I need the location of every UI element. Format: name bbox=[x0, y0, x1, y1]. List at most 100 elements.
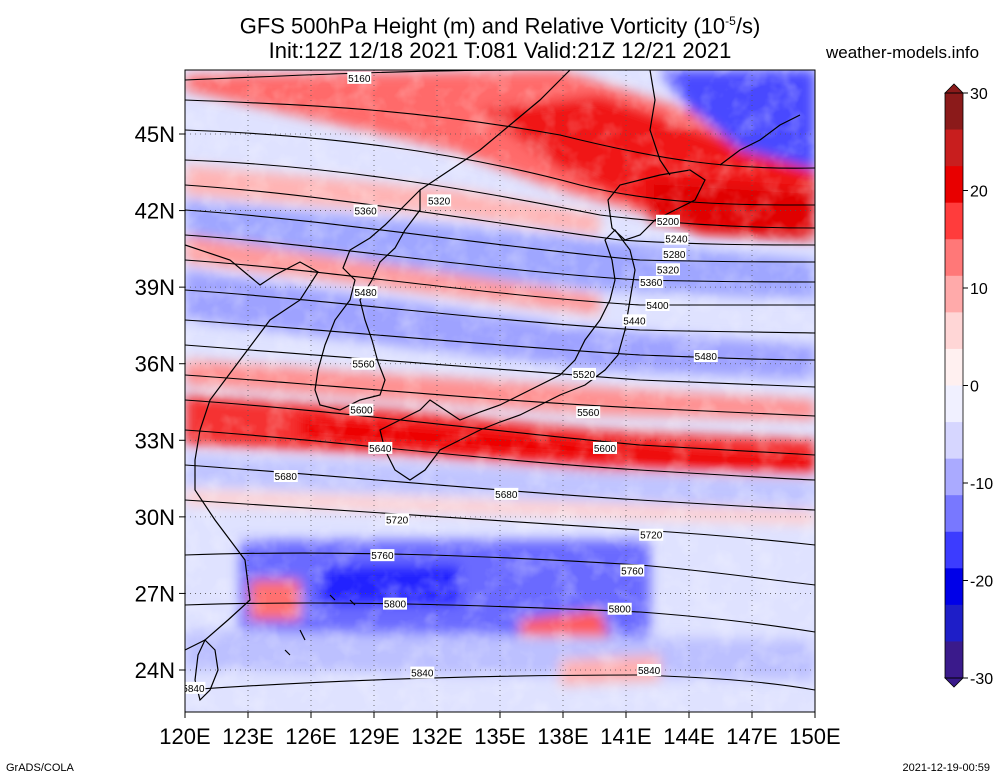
colorbar-segment bbox=[945, 129, 963, 167]
colorbar-segment bbox=[945, 422, 963, 460]
contour-label: 5680 bbox=[275, 472, 298, 483]
colorbar-segment bbox=[945, 348, 963, 386]
colorbar-segment bbox=[945, 604, 963, 642]
contour-label-bg bbox=[349, 403, 374, 416]
contour-label-bg bbox=[576, 406, 601, 419]
colorbar-tick-label: -10 bbox=[970, 476, 993, 493]
contour-label-bg bbox=[607, 602, 632, 615]
title-line-2: Init:12Z 12/18 2021 T:081 Valid:21Z 12/2… bbox=[268, 38, 732, 63]
contour-label-bg bbox=[656, 214, 680, 227]
contour-label-bg bbox=[622, 314, 647, 327]
colorbar-segment bbox=[945, 275, 963, 313]
contour-label: 5800 bbox=[609, 605, 632, 616]
contour-label-bg bbox=[351, 357, 376, 370]
lon-axis: 120E 123E 126E 129E 132E 135E 138E 141E 144E 147E… bbox=[159, 712, 841, 749]
contour-label: 5320 bbox=[428, 196, 451, 207]
contour-label-bg bbox=[639, 276, 664, 289]
contour-label: 5840 bbox=[411, 669, 434, 680]
colorbar-tick-label: -30 bbox=[970, 671, 993, 688]
contour-label-bg bbox=[410, 666, 435, 679]
colorbar-segment bbox=[945, 531, 963, 569]
colorbar-top-arrow bbox=[944, 83, 964, 94]
colorbar-segment bbox=[945, 239, 963, 277]
lat-tick-label: 27N bbox=[135, 581, 175, 606]
lon-tick-label: 135E bbox=[474, 724, 525, 749]
colorbar-tick-label: 20 bbox=[970, 184, 988, 201]
colorbar-segment bbox=[945, 568, 963, 606]
lon-tick-label: 141E bbox=[600, 724, 651, 749]
contour-label-bg bbox=[639, 528, 664, 541]
title-line-1: GFS 500hPa Height (m) and Relative Vorti… bbox=[239, 13, 761, 39]
contour-label: 5720 bbox=[640, 531, 663, 542]
contour-label-bg bbox=[185, 681, 206, 694]
lon-tick-label: 147E bbox=[726, 724, 777, 749]
contour-label: 5440 bbox=[623, 316, 646, 327]
contour-label-bg bbox=[427, 194, 452, 207]
contour-label-bg bbox=[273, 470, 298, 483]
lat-axis: 45N 42N 39N 36N 33N 30N 27N 24N bbox=[135, 122, 185, 683]
contour-label: 5560 bbox=[352, 360, 375, 371]
contour-label-bg bbox=[353, 204, 378, 217]
contour-label: 5280 bbox=[663, 250, 686, 261]
colorbar-segment bbox=[945, 93, 963, 131]
colorbar-segment bbox=[945, 312, 963, 350]
lon-tick-label: 120E bbox=[159, 724, 210, 749]
contour-label: 5160 bbox=[348, 74, 371, 85]
lon-tick-label: 123E bbox=[222, 724, 273, 749]
lon-tick-label: 132E bbox=[411, 724, 462, 749]
contour-label: 5600 bbox=[594, 444, 617, 455]
lat-tick-label: 39N bbox=[135, 275, 175, 300]
contour-label: 5840 bbox=[182, 684, 205, 695]
contour-label: 5240 bbox=[665, 235, 688, 246]
contour-label: 5800 bbox=[384, 600, 407, 611]
contour-label-bg bbox=[620, 564, 645, 577]
contour-label: 5640 bbox=[369, 444, 392, 455]
contour-label-bg bbox=[637, 664, 662, 676]
contour-label: 5720 bbox=[386, 515, 409, 526]
contour-label-bg bbox=[368, 441, 393, 454]
contour-label-bg bbox=[383, 597, 407, 610]
contour-label: 5600 bbox=[350, 406, 373, 417]
lon-tick-label: 138E bbox=[537, 724, 588, 749]
colorbar-segment bbox=[945, 166, 963, 204]
contour-label-bg bbox=[347, 71, 372, 84]
contour-label: 5480 bbox=[354, 288, 377, 299]
contour-label: 5840 bbox=[638, 666, 661, 677]
colorbar-bottom-arrow bbox=[944, 677, 964, 688]
contour-labels: 5160 5320 5360 5200 5240 5280 5320 5360 54005440… bbox=[182, 71, 718, 695]
lon-tick-label: 144E bbox=[663, 724, 714, 749]
contour-label: 5760 bbox=[621, 566, 644, 577]
lat-tick-label: 30N bbox=[135, 505, 175, 530]
lon-tick-label: 129E bbox=[348, 724, 399, 749]
lat-tick-label: 24N bbox=[135, 658, 175, 683]
lat-tick-label: 42N bbox=[135, 199, 175, 224]
lon-tick-label: 150E bbox=[789, 724, 840, 749]
contour-label: 5560 bbox=[577, 408, 600, 419]
contour-label-bg bbox=[693, 350, 718, 363]
colorbar-segment bbox=[945, 385, 963, 423]
contour-label-bg bbox=[593, 441, 617, 454]
colorbar-tick-label: 0 bbox=[970, 379, 979, 396]
contour-label-bg bbox=[385, 513, 410, 526]
contour-label-bg bbox=[353, 286, 378, 299]
contour-label: 5360 bbox=[354, 207, 377, 218]
colorbar: 30 20 10 0 -10 -20 -30 bbox=[944, 83, 993, 688]
lat-tick-label: 36N bbox=[135, 352, 175, 377]
contour-label: 5760 bbox=[371, 551, 394, 562]
colorbar-segment bbox=[945, 495, 963, 533]
contour-label-bg bbox=[664, 232, 689, 245]
brand-watermark: weather-models.info bbox=[826, 43, 980, 62]
contour-label: 5200 bbox=[657, 217, 680, 228]
contour-label-bg bbox=[572, 367, 596, 380]
contour-label: 5480 bbox=[695, 352, 718, 363]
contour-label-bg bbox=[645, 299, 670, 312]
colorbar-segment bbox=[945, 641, 963, 679]
contour-label-bg bbox=[656, 263, 680, 276]
colorbar-tick-label: -20 bbox=[970, 574, 993, 591]
footer-software: GrADS/COLA bbox=[6, 762, 74, 774]
colorbar-tick-label: 10 bbox=[970, 281, 988, 298]
colorbar-segment bbox=[945, 458, 963, 496]
footer-timestamp: 2021-12-19-00:59 bbox=[902, 762, 990, 774]
